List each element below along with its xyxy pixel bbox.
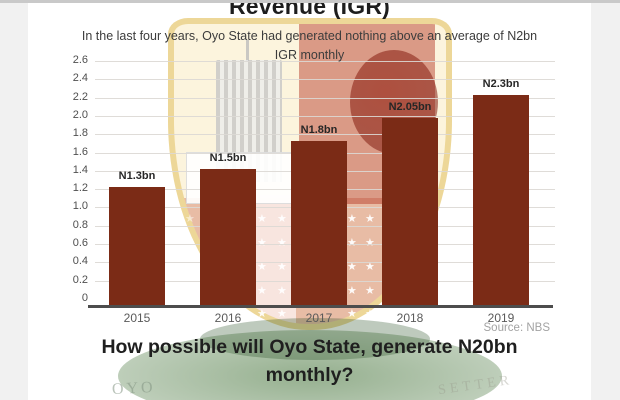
y-tick-label-0.4: 0.4 bbox=[72, 255, 88, 268]
bar-value-label-2019: N2.3bn bbox=[482, 78, 520, 91]
y-tick-label-2.6: 2.6 bbox=[72, 54, 88, 66]
crest-star-icon: ★ bbox=[185, 213, 195, 225]
top-border-strip bbox=[0, 0, 620, 3]
y-tick-label-0.8: 0.8 bbox=[72, 218, 88, 231]
bar-2018 bbox=[382, 118, 438, 305]
question-line-2: monthly? bbox=[265, 364, 354, 386]
bar-value-label-2018: N2.05bn bbox=[388, 101, 432, 114]
y-tick-label-1.0: 1.0 bbox=[72, 200, 88, 213]
crest-star-icon: ★ bbox=[277, 285, 287, 297]
crest-star-icon: ★ bbox=[257, 261, 267, 273]
y-tick-label-0: 0 bbox=[81, 292, 88, 304]
crest-star-icon: ★ bbox=[277, 213, 287, 225]
bar-2019 bbox=[473, 95, 529, 305]
crest-star-icon: ★ bbox=[347, 261, 357, 273]
subtitle-line-2: IGR monthly bbox=[274, 48, 345, 62]
crest-star-icon: ★ bbox=[167, 237, 177, 249]
crest-star-icon: ★ bbox=[167, 213, 177, 225]
crest-star-icon: ★ bbox=[277, 261, 287, 273]
crest-star-icon: ★ bbox=[365, 308, 375, 320]
y-tick-label-0.2: 0.2 bbox=[72, 273, 88, 286]
x-axis-label-2016: 2016 bbox=[214, 311, 242, 325]
source-attribution: Source: NBS bbox=[483, 322, 550, 334]
bar-2016 bbox=[200, 168, 256, 305]
gridline-2.2 bbox=[95, 97, 555, 99]
question-line-1: How possible will Oyo State, generate N2… bbox=[101, 336, 518, 358]
crest-star-icon: ★ bbox=[347, 213, 357, 225]
subtitle-line-1: In the last four years, Oyo State had ge… bbox=[81, 29, 538, 43]
right-gutter bbox=[591, 0, 620, 400]
x-axis-label-2017: 2017 bbox=[305, 311, 333, 325]
y-tick-label-1.2: 1.2 bbox=[72, 182, 88, 195]
y-tick-label-1.8: 1.8 bbox=[72, 127, 88, 140]
crest-star-icon: ★ bbox=[257, 285, 267, 297]
bar-value-label-2016: N1.5bn bbox=[209, 151, 247, 164]
x-axis-line bbox=[88, 305, 553, 308]
content-area: Revenue (IGR) In the last four years, Oy… bbox=[28, 0, 591, 400]
x-axis-label-2019: 2019 bbox=[487, 311, 515, 325]
bar-2015 bbox=[109, 187, 165, 305]
crest-pale-band bbox=[250, 195, 297, 324]
y-tick-label-2.2: 2.2 bbox=[72, 90, 88, 103]
crest-star-icon: ★ bbox=[185, 308, 195, 320]
left-gutter bbox=[0, 0, 28, 400]
bar-value-label-2015: N1.3bn bbox=[118, 170, 156, 182]
bar-value-label-2017: N1.8bn bbox=[300, 124, 338, 137]
gridline-2.6 bbox=[95, 61, 555, 62]
gridline-2.4 bbox=[95, 79, 555, 81]
y-tick-label-1.4: 1.4 bbox=[72, 163, 88, 176]
x-axis-label-2018: 2018 bbox=[396, 311, 424, 325]
crest-star-icon: ★ bbox=[365, 213, 375, 225]
crest-star-icon: ★ bbox=[257, 237, 267, 249]
crest-star-icon: ★ bbox=[167, 308, 177, 320]
chart-title: Revenue (IGR) bbox=[228, 0, 391, 19]
x-axis-label-2015: 2015 bbox=[123, 311, 151, 325]
headline-question: How possible will Oyo State, generate N2… bbox=[28, 333, 591, 389]
crest-star-icon: ★ bbox=[257, 213, 267, 225]
crest-star-icon: ★ bbox=[347, 237, 357, 249]
crest-star-icon: ★ bbox=[277, 237, 287, 249]
gridline-2.0 bbox=[95, 115, 555, 117]
crest-green-wreath bbox=[118, 330, 502, 400]
crest-star-icon: ★ bbox=[277, 308, 287, 320]
crest-star-icon: ★ bbox=[365, 285, 375, 297]
crest-star-icon: ★ bbox=[167, 285, 177, 297]
crest-star-icon: ★ bbox=[365, 237, 375, 249]
y-tick-label-0.6: 0.6 bbox=[72, 237, 88, 250]
crest-star-icon: ★ bbox=[167, 261, 177, 273]
chart-subtitle: In the last four years, Oyo State had ge… bbox=[28, 27, 591, 65]
crest-star-icon: ★ bbox=[257, 308, 267, 320]
y-tick-label-2.0: 2.0 bbox=[72, 108, 88, 121]
y-tick-label-1.6: 1.6 bbox=[72, 145, 88, 158]
crest-star-icon: ★ bbox=[365, 261, 375, 273]
y-tick-label-2.4: 2.4 bbox=[72, 72, 88, 85]
gridline-1.8 bbox=[95, 134, 555, 136]
bar-2017 bbox=[291, 141, 347, 305]
crest-star-icon: ★ bbox=[185, 285, 195, 297]
crest-star-icon: ★ bbox=[185, 237, 195, 249]
crest-star-icon: ★ bbox=[185, 261, 195, 273]
crest-star-icon: ★ bbox=[347, 285, 357, 297]
crest-star-icon: ★ bbox=[347, 308, 357, 320]
crest-green-wreath-inner bbox=[200, 318, 430, 360]
crest-tower-antenna bbox=[246, 40, 249, 62]
